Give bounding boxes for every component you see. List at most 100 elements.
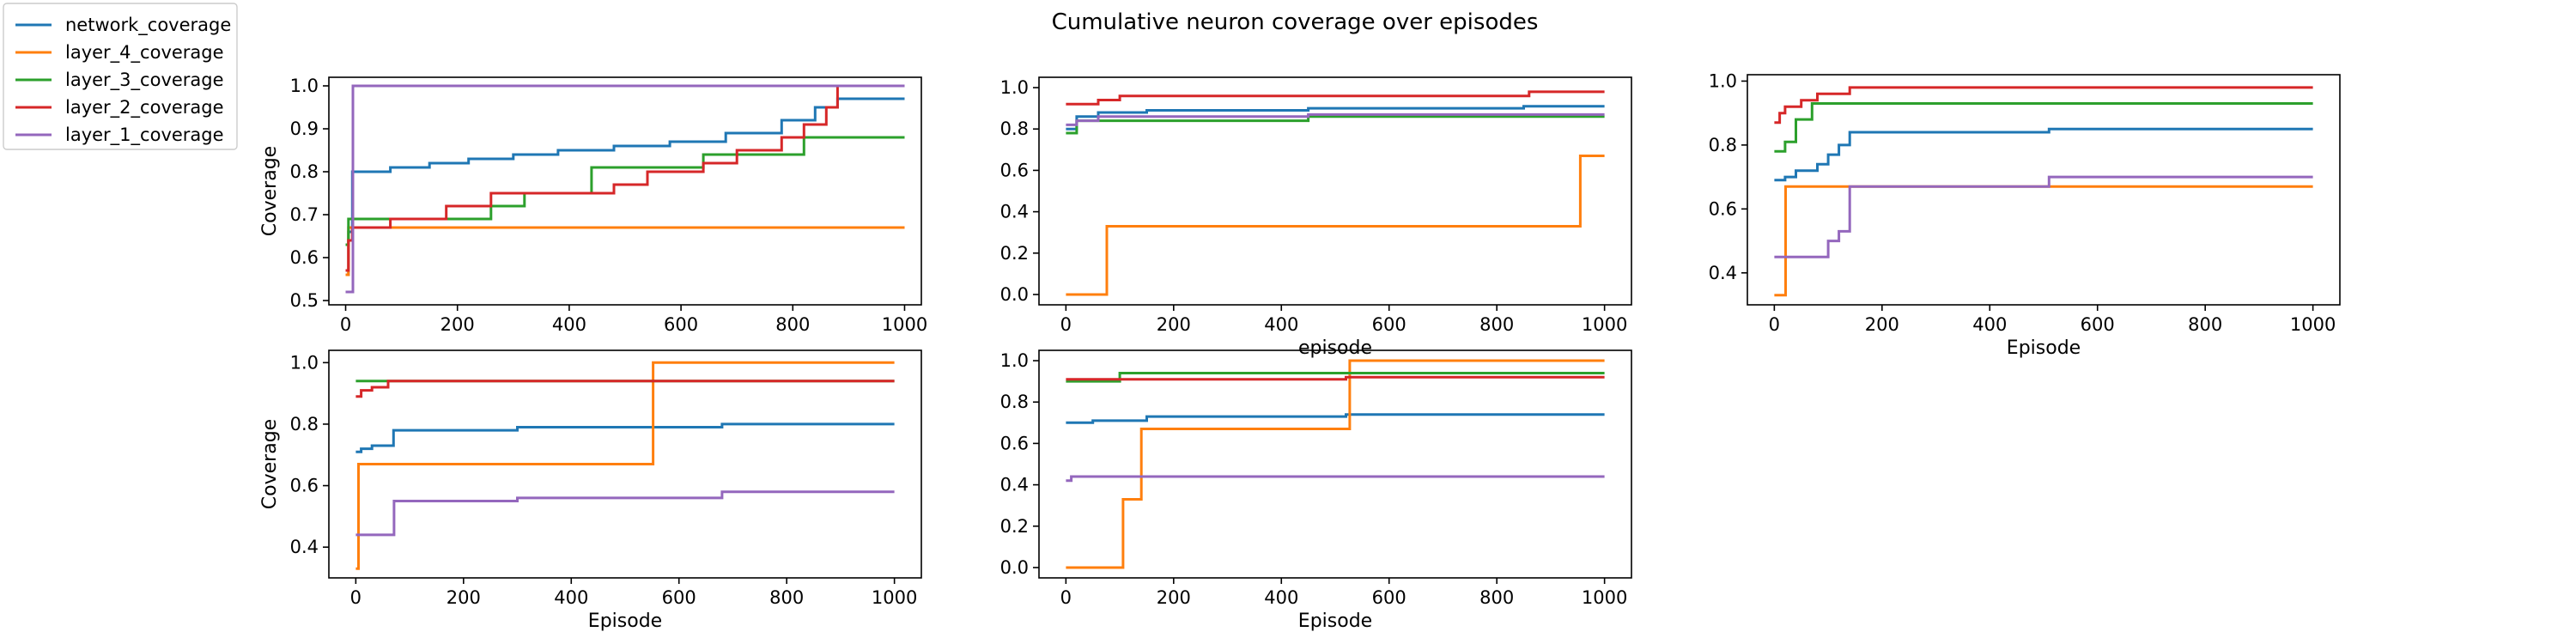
series-line-layer-1-coverage — [345, 84, 905, 294]
x-tick-label: 200 — [1157, 314, 1191, 335]
x-tick-label: 800 — [769, 587, 804, 608]
series-line-layer-1-coverage — [1774, 175, 2313, 258]
x-tick-label: 1000 — [1582, 314, 1627, 335]
x-axis-label: Episode — [1298, 611, 1372, 632]
legend-label: network_coverage — [65, 15, 231, 36]
x-tick-label: 200 — [1865, 314, 1899, 335]
subplot-4: 0 200 400 600 800 1000 0.4 0.6 0.8 1.0 Episode Cove… — [259, 349, 922, 632]
x-axis-label: Episode — [588, 611, 662, 632]
x-tick-label: 600 — [662, 587, 696, 608]
series-line-network-coverage — [345, 97, 905, 276]
legend-item-layer-3-coverage: layer_3_coverage — [15, 70, 224, 91]
x-tick-label: 800 — [1479, 314, 1514, 335]
x-tick-label: 0 — [1060, 587, 1072, 608]
y-tick-label: 0.7 — [290, 204, 319, 225]
y-tick-label: 0.4 — [1000, 202, 1029, 222]
y-tick-label: 0.6 — [1000, 433, 1029, 453]
x-tick-label: 600 — [1372, 314, 1406, 335]
series-line-layer-1-coverage — [1066, 112, 1605, 126]
series-line-layer-2-coverage — [1066, 375, 1605, 381]
subplot-2: 0 200 400 600 800 1000 0.0 0.2 0.4 0.6 0.8 1.0 episo… — [1000, 76, 1632, 359]
series-line-layer-1-coverage — [1066, 475, 1605, 483]
y-tick-label: 0.8 — [290, 414, 319, 434]
y-axis-label: Coverage — [259, 419, 281, 509]
series-line-layer-2-coverage — [355, 380, 895, 398]
series-line-layer-3-coverage — [1066, 372, 1605, 383]
x-tick-label: 1000 — [882, 314, 927, 335]
x-tick-label: 600 — [2081, 314, 2115, 335]
series-line-layer-4-coverage — [355, 361, 895, 570]
x-tick-label: 200 — [440, 314, 475, 335]
y-tick-label: 1.0 — [290, 352, 319, 373]
x-tick-label: 400 — [1264, 587, 1298, 608]
series-line-layer-4-coverage — [1066, 359, 1605, 569]
series-line-network-coverage — [355, 422, 895, 453]
x-tick-label: 0 — [340, 314, 351, 335]
y-tick-label: 0.0 — [1000, 284, 1029, 305]
legend-label: layer_2_coverage — [65, 97, 224, 118]
x-tick-label: 800 — [2188, 314, 2222, 335]
x-tick-label: 600 — [664, 314, 698, 335]
x-tick-label: 400 — [554, 587, 588, 608]
series-line-layer-2-coverage — [1774, 86, 2313, 125]
y-tick-label: 0.4 — [1709, 263, 1737, 283]
x-axis-label: episode — [1298, 337, 1372, 359]
y-tick-label: 0.6 — [1000, 160, 1029, 180]
y-tick-label: 1.0 — [1000, 350, 1029, 371]
legend-frame — [3, 3, 238, 150]
series-line-layer-4-coverage — [345, 226, 905, 276]
x-tick-label: 0 — [350, 587, 361, 608]
y-tick-label: 0.2 — [1000, 243, 1029, 264]
series-line-layer-3-coverage — [1066, 115, 1605, 135]
y-tick-label: 0.9 — [290, 118, 319, 139]
series-line-layer-4-coverage — [1774, 185, 2313, 297]
legend-item-layer-1-coverage: layer_1_coverage — [15, 125, 224, 146]
x-tick-label: 1000 — [2290, 314, 2336, 335]
y-tick-label: 0.8 — [290, 161, 319, 182]
series-line-layer-4-coverage — [1066, 155, 1605, 296]
axes-frame — [328, 349, 922, 579]
subplot-1: 0 200 400 600 800 1000 0.5 0.6 0.7 0.8 0.9 1.0 Cover… — [259, 76, 927, 335]
y-tick-label: 1.0 — [290, 76, 319, 96]
x-tick-label: 200 — [1157, 587, 1191, 608]
axes-frame — [328, 76, 922, 306]
x-tick-label: 800 — [775, 314, 810, 335]
x-tick-label: 0 — [1060, 314, 1072, 335]
y-tick-label: 0.8 — [1000, 118, 1029, 139]
series-line-network-coverage — [1774, 127, 2313, 182]
x-axis-label: Episode — [2007, 337, 2081, 359]
y-tick-label: 0.8 — [1000, 392, 1029, 412]
legend-label: layer_3_coverage — [65, 70, 224, 91]
x-tick-label: 600 — [1372, 587, 1406, 608]
x-tick-label: 400 — [552, 314, 586, 335]
series-line-layer-2-coverage — [345, 84, 905, 272]
series-line-layer-3-coverage — [1774, 102, 2313, 153]
y-tick-label: 0.4 — [290, 537, 319, 557]
y-tick-label: 0.6 — [290, 476, 319, 496]
y-tick-label: 1.0 — [1709, 70, 1737, 91]
y-tick-label: 1.0 — [1000, 77, 1029, 98]
subplots: 0 200 400 600 800 1000 0.5 0.6 0.7 0.8 0.9 1.0 Cover… — [259, 70, 2341, 632]
legend-item-network-coverage: network_coverage — [15, 15, 231, 36]
x-tick-label: 400 — [1264, 314, 1298, 335]
series-line-layer-2-coverage — [1066, 90, 1605, 106]
x-tick-label: 1000 — [872, 587, 917, 608]
y-tick-label: 0.5 — [290, 290, 319, 311]
y-tick-label: 0.0 — [1000, 557, 1029, 578]
legend-label: layer_1_coverage — [65, 125, 224, 146]
series-line-network-coverage — [1066, 413, 1605, 424]
y-axis-label: Coverage — [259, 146, 281, 236]
y-tick-label: 0.6 — [1709, 198, 1737, 219]
legend-label: layer_4_coverage — [65, 42, 224, 64]
legend-item-layer-4-coverage: layer_4_coverage — [15, 42, 224, 64]
series-line-network-coverage — [1066, 105, 1605, 131]
x-tick-label: 0 — [1769, 314, 1780, 335]
x-tick-label: 200 — [447, 587, 481, 608]
x-tick-label: 800 — [1479, 587, 1514, 608]
x-tick-label: 400 — [1972, 314, 2007, 335]
series-line-layer-1-coverage — [355, 490, 895, 537]
y-tick-label: 0.8 — [1709, 135, 1737, 155]
y-tick-label: 0.6 — [290, 247, 319, 268]
x-tick-label: 1000 — [1582, 587, 1627, 608]
